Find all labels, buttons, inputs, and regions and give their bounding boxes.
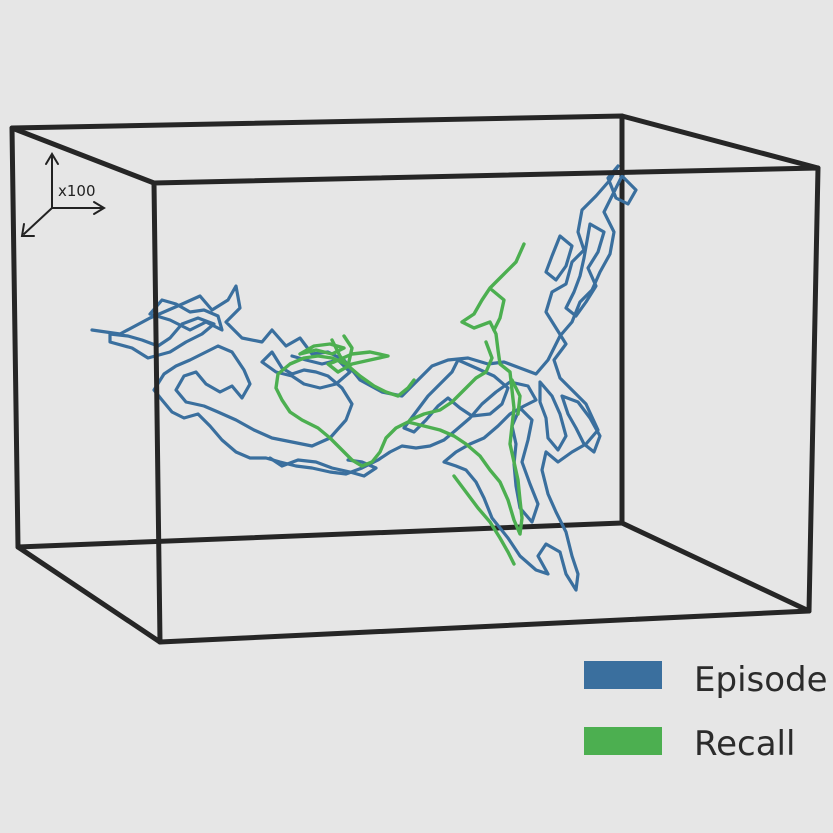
axis-indicator xyxy=(20,152,106,237)
legend-swatch-episode xyxy=(584,661,662,689)
legend: Episode Recall xyxy=(584,660,828,764)
box-front-face xyxy=(151,165,821,645)
scale-label: x100 xyxy=(58,182,96,200)
legend-label-recall: Recall xyxy=(694,724,795,764)
recall-trajectory xyxy=(274,242,526,566)
legend-swatch-recall xyxy=(584,727,662,755)
episode-trajectory xyxy=(90,164,638,592)
box-depth-edges xyxy=(9,113,821,645)
legend-label-episode: Episode xyxy=(694,660,828,700)
